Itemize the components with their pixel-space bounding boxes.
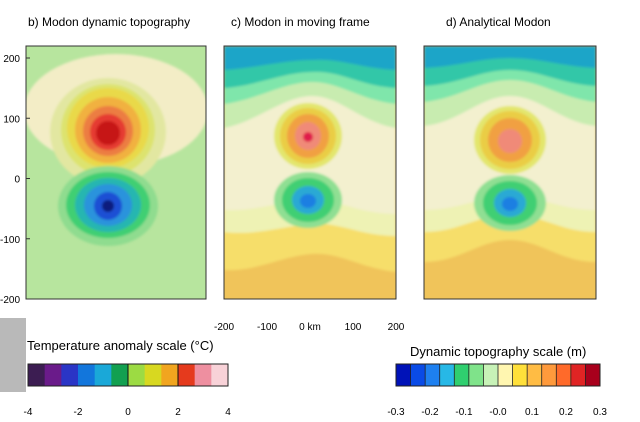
temperature-colorbar-label: Temperature anomaly scale (°C) [27, 338, 214, 353]
x-tick-label: 100 [345, 322, 362, 333]
colorbar-swatch [425, 364, 441, 386]
colorbar-swatch [527, 364, 543, 386]
colorbar-tick-label: 0 [125, 407, 131, 418]
panel-d-title: d) Analytical Modon [446, 15, 551, 29]
y-tick-label: 100 [3, 114, 20, 125]
x-tick-label: -100 [257, 322, 277, 333]
topography-colorbar: -0.3 -0.2 -0.1 -0.0 0.1 0.2 0.3 [387, 363, 607, 418]
colorbar-tick-label: 0.2 [559, 407, 573, 418]
colorbar-tick-label: 0.1 [525, 407, 539, 418]
colorbar-tick-label: -0.0 [489, 407, 507, 418]
colorbar-swatch [410, 364, 426, 386]
panel-b-title: b) Modon dynamic topography [28, 15, 190, 29]
x-tick-label: 200 [388, 322, 405, 333]
panel-c-title: c) Modon in moving frame [231, 15, 370, 29]
topography-colorbar-label: Dynamic topography scale (m) [410, 344, 586, 359]
x-tick-label: 0 km [299, 322, 321, 333]
side-tab [0, 318, 26, 392]
colorbar-swatch [194, 364, 212, 386]
colorbar-swatch [44, 364, 62, 386]
y-tick-label: -200 [0, 295, 20, 306]
colorbar-swatch [211, 364, 229, 386]
temperature-colorbar: -4 -2 0 2 4 [24, 363, 231, 418]
colorbar-swatch [28, 364, 46, 386]
colorbar-swatch [468, 364, 484, 386]
colorbar-tick-label: 0.3 [593, 407, 607, 418]
panel-b-y-axis: 200 100 0 -100 -200 [0, 54, 30, 306]
panel-b-heatmap [26, 46, 206, 299]
panel-c-heatmap [224, 46, 396, 299]
colorbar-tick-label: 2 [175, 407, 181, 418]
colorbar-swatch [483, 364, 499, 386]
colorbar-swatch [94, 364, 112, 386]
colorbar-tick-label: -0.3 [387, 407, 405, 418]
colorbar-tick-label: -4 [24, 407, 33, 418]
colorbar-swatch [111, 364, 129, 386]
y-tick-label: 200 [3, 54, 20, 65]
colorbar-swatch [439, 364, 455, 386]
colorbar-swatch [512, 364, 528, 386]
x-tick-label: -200 [214, 322, 234, 333]
colorbar-swatch [541, 364, 557, 386]
colorbar-swatch [161, 364, 179, 386]
panel-c-x-axis: -200 -100 0 km 100 200 [214, 322, 405, 333]
colorbar-tick-label: -2 [74, 407, 83, 418]
colorbar-swatch [454, 364, 470, 386]
colorbar-swatch [61, 364, 79, 386]
colorbar-tick-label: 4 [225, 407, 231, 418]
panel-d-heatmap [424, 46, 596, 299]
colorbar-swatch [128, 364, 146, 386]
colorbar-swatch [78, 364, 96, 386]
y-tick-label: -100 [0, 235, 20, 246]
colorbar-swatch [178, 364, 196, 386]
colorbar-swatch [396, 364, 412, 386]
colorbar-frame [395, 363, 601, 387]
colorbar-swatch [570, 364, 586, 386]
colorbar-swatch [498, 364, 514, 386]
colorbar-tick-label: -0.1 [455, 407, 473, 418]
colorbar-tick-label: -0.2 [421, 407, 439, 418]
colorbar-swatch [556, 364, 572, 386]
colorbar-swatch [144, 364, 162, 386]
colorbar-swatch [585, 364, 601, 386]
y-tick-label: 0 [14, 175, 20, 186]
